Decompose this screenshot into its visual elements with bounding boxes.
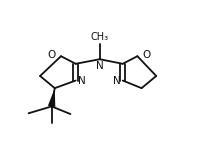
Text: N: N [96,61,104,71]
Text: CH₃: CH₃ [91,33,109,42]
Text: O: O [143,50,151,60]
Text: O: O [47,50,56,60]
Polygon shape [48,88,55,107]
Text: N: N [113,76,121,86]
Text: N: N [78,76,85,86]
